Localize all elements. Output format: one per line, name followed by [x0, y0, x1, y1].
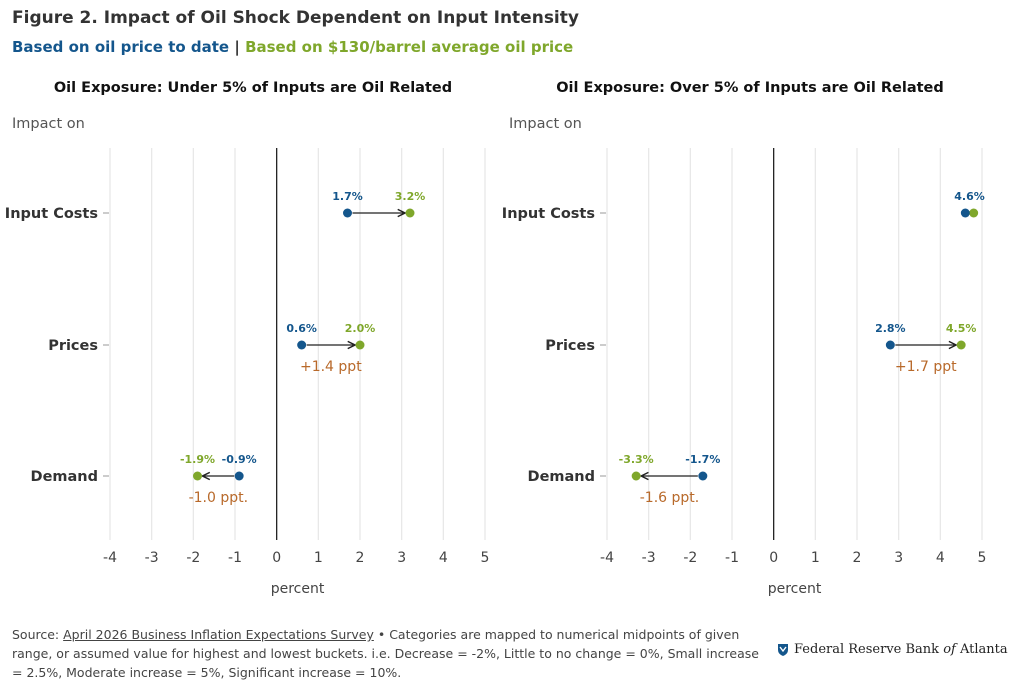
category-label: Input Costs [5, 206, 98, 222]
x-tick-label: 3 [894, 550, 903, 566]
source-note-text: • Categories are mapped to numerical mid… [12, 627, 759, 680]
x-tick-label: -2 [683, 550, 697, 566]
x-tick-label: 0 [272, 550, 281, 566]
x-tick-label: 4 [439, 550, 448, 566]
x-axis-title: percent [271, 581, 325, 597]
x-tick-label: -1 [228, 550, 242, 566]
value-label-to-date: 0.6% [286, 322, 317, 335]
point-to-date [960, 208, 970, 218]
point-130-barrel [969, 208, 979, 218]
value-label-to-date: 4.6% [954, 190, 985, 203]
x-tick-label: -2 [186, 550, 200, 566]
x-tick-label: 0 [769, 550, 778, 566]
x-tick-label: 1 [811, 550, 820, 566]
category-label: Prices [48, 338, 98, 354]
point-to-date [234, 471, 244, 481]
source-link[interactable]: April 2026 Business Inflation Expectatio… [63, 627, 374, 642]
figure-title: Figure 2. Impact of Oil Shock Dependent … [12, 8, 579, 28]
source-note: Source: April 2026 Business Inflation Ex… [12, 625, 772, 682]
x-tick-label: -4 [103, 550, 117, 566]
value-label-130-barrel: 4.5% [946, 322, 977, 335]
x-tick-label: 4 [936, 550, 945, 566]
category-label: Demand [31, 469, 98, 485]
point-to-date [885, 340, 895, 350]
y-axis-title: Impact on [12, 116, 85, 132]
x-tick-label: 3 [397, 550, 406, 566]
panel-title: Oil Exposure: Over 5% of Inputs are Oil … [556, 80, 944, 96]
change-annotation: +1.7 ppt [895, 359, 957, 375]
y-axis-title: Impact on [509, 116, 582, 132]
legend-separator: | [234, 38, 240, 56]
change-annotation: +1.4 ppt [300, 359, 362, 375]
category-label: Input Costs [502, 206, 595, 222]
fed-atlanta-logo: Federal Reserve Bank of Atlanta [777, 642, 1008, 657]
panel-title: Oil Exposure: Under 5% of Inputs are Oil… [54, 80, 452, 96]
chart-panel-over-5-percent: Oil Exposure: Over 5% of Inputs are Oil … [502, 80, 987, 597]
x-tick-label: 5 [978, 550, 987, 566]
x-tick-label: 1 [314, 550, 323, 566]
value-label-to-date: 1.7% [332, 190, 363, 203]
logo-text: Federal Reserve Bank of Atlanta [794, 642, 1008, 657]
value-label-130-barrel: -3.3% [619, 453, 654, 466]
chart-panel-under-5-percent: Oil Exposure: Under 5% of Inputs are Oil… [5, 80, 490, 597]
value-label-130-barrel: 3.2% [395, 190, 426, 203]
x-tick-label: 2 [853, 550, 862, 566]
value-label-to-date: 2.8% [875, 322, 906, 335]
x-tick-label: 5 [481, 550, 490, 566]
point-130-barrel [631, 471, 641, 481]
point-130-barrel [193, 471, 202, 481]
value-label-to-date: -1.7% [685, 453, 720, 466]
point-to-date [343, 208, 352, 218]
point-130-barrel [956, 340, 966, 350]
x-tick-label: -1 [725, 550, 739, 566]
point-to-date [297, 340, 307, 350]
x-axis-title: percent [768, 581, 822, 597]
change-annotation: -1.6 ppt. [640, 490, 699, 506]
legend-series-130-barrel: Based on $130/barrel average oil price [245, 38, 574, 56]
value-label-130-barrel: 2.0% [345, 322, 376, 335]
x-tick-label: -3 [642, 550, 656, 566]
charts-canvas: Oil Exposure: Under 5% of Inputs are Oil… [5, 80, 987, 597]
legend-series-to-date: Based on oil price to date [12, 38, 230, 56]
source-prefix: Source: [12, 627, 64, 642]
fed-eagle-shield-icon [778, 643, 788, 656]
x-tick-label: 2 [356, 550, 365, 566]
point-to-date [698, 471, 708, 481]
x-tick-label: -3 [145, 550, 159, 566]
x-tick-label: -4 [600, 550, 614, 566]
category-label: Demand [528, 469, 595, 485]
value-label-130-barrel: -1.9% [180, 453, 215, 466]
category-label: Prices [545, 338, 595, 354]
value-label-to-date: -0.9% [222, 453, 257, 466]
change-annotation: -1.0 ppt. [189, 490, 248, 506]
figure-subtitle: Based on oil price to date | Based on $1… [12, 38, 573, 56]
point-130-barrel [355, 340, 365, 350]
point-130-barrel [405, 208, 415, 218]
